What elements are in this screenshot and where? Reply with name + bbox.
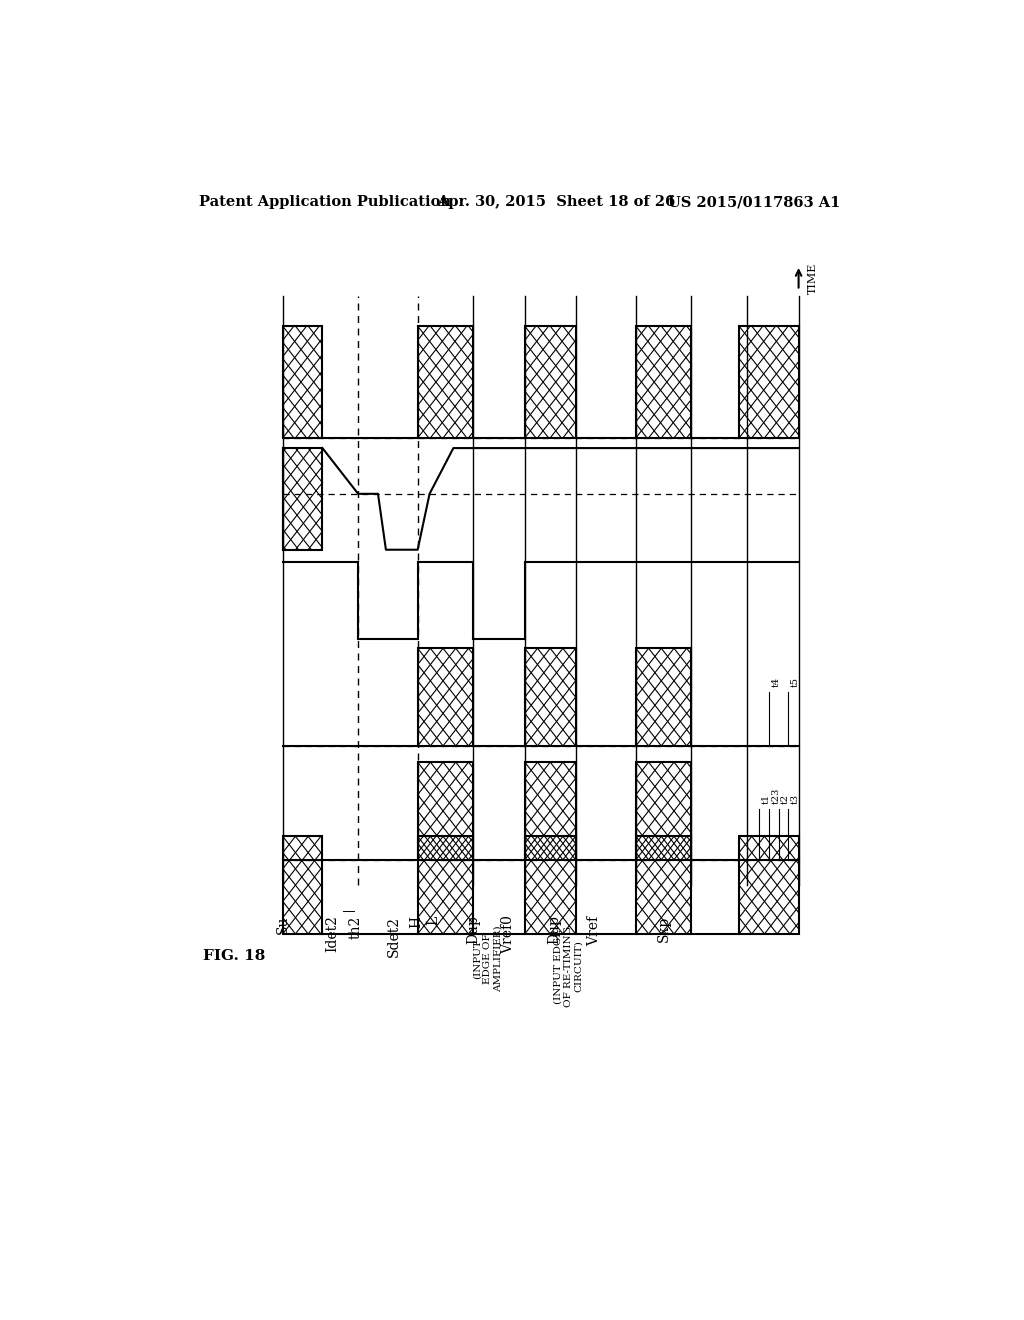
Text: Vref0: Vref0	[501, 916, 515, 954]
Bar	[283, 326, 323, 438]
Bar	[636, 326, 691, 438]
Text: Sdet2: Sdet2	[387, 916, 400, 957]
Text: Dup: Dup	[547, 916, 561, 945]
Text: Dup: Dup	[466, 916, 480, 945]
Text: (INPUT EDGE
OF RE-TIMING
CIRCUIT): (INPUT EDGE OF RE-TIMING CIRCUIT)	[554, 925, 584, 1007]
Bar	[524, 648, 577, 746]
Bar	[418, 762, 473, 859]
Text: FIG. 18: FIG. 18	[204, 949, 266, 964]
Bar	[524, 837, 577, 935]
Bar	[524, 326, 577, 438]
Bar	[283, 447, 323, 549]
Text: t1: t1	[761, 793, 770, 804]
Bar	[636, 762, 691, 859]
Text: US 2015/0117863 A1: US 2015/0117863 A1	[668, 195, 840, 209]
Text: Apr. 30, 2015  Sheet 18 of 26: Apr. 30, 2015 Sheet 18 of 26	[437, 195, 676, 209]
Text: Su: Su	[275, 916, 290, 935]
Text: th2: th2	[349, 916, 362, 939]
Bar	[636, 837, 691, 935]
Bar	[283, 837, 323, 935]
Text: TIME: TIME	[808, 263, 818, 293]
Text: t4: t4	[772, 677, 780, 686]
Text: Patent Application Publication: Patent Application Publication	[200, 195, 452, 209]
Text: Vref: Vref	[587, 916, 601, 945]
Text: (INPUT
EDGE OF
AMPLIFIER): (INPUT EDGE OF AMPLIFIER)	[473, 925, 503, 993]
Bar	[524, 762, 577, 859]
Text: t23: t23	[772, 788, 780, 804]
Bar	[418, 837, 473, 935]
Text: t5: t5	[791, 677, 800, 686]
Text: H: H	[409, 916, 423, 928]
Text: Idet2: Idet2	[326, 916, 340, 953]
Bar	[636, 648, 691, 746]
Text: L: L	[427, 916, 440, 925]
Text: t2: t2	[781, 793, 791, 804]
Bar	[739, 326, 799, 438]
Text: t3: t3	[791, 793, 800, 804]
Bar	[739, 837, 799, 935]
Bar	[418, 648, 473, 746]
Text: Sxp: Sxp	[656, 916, 671, 942]
Bar	[418, 326, 473, 438]
